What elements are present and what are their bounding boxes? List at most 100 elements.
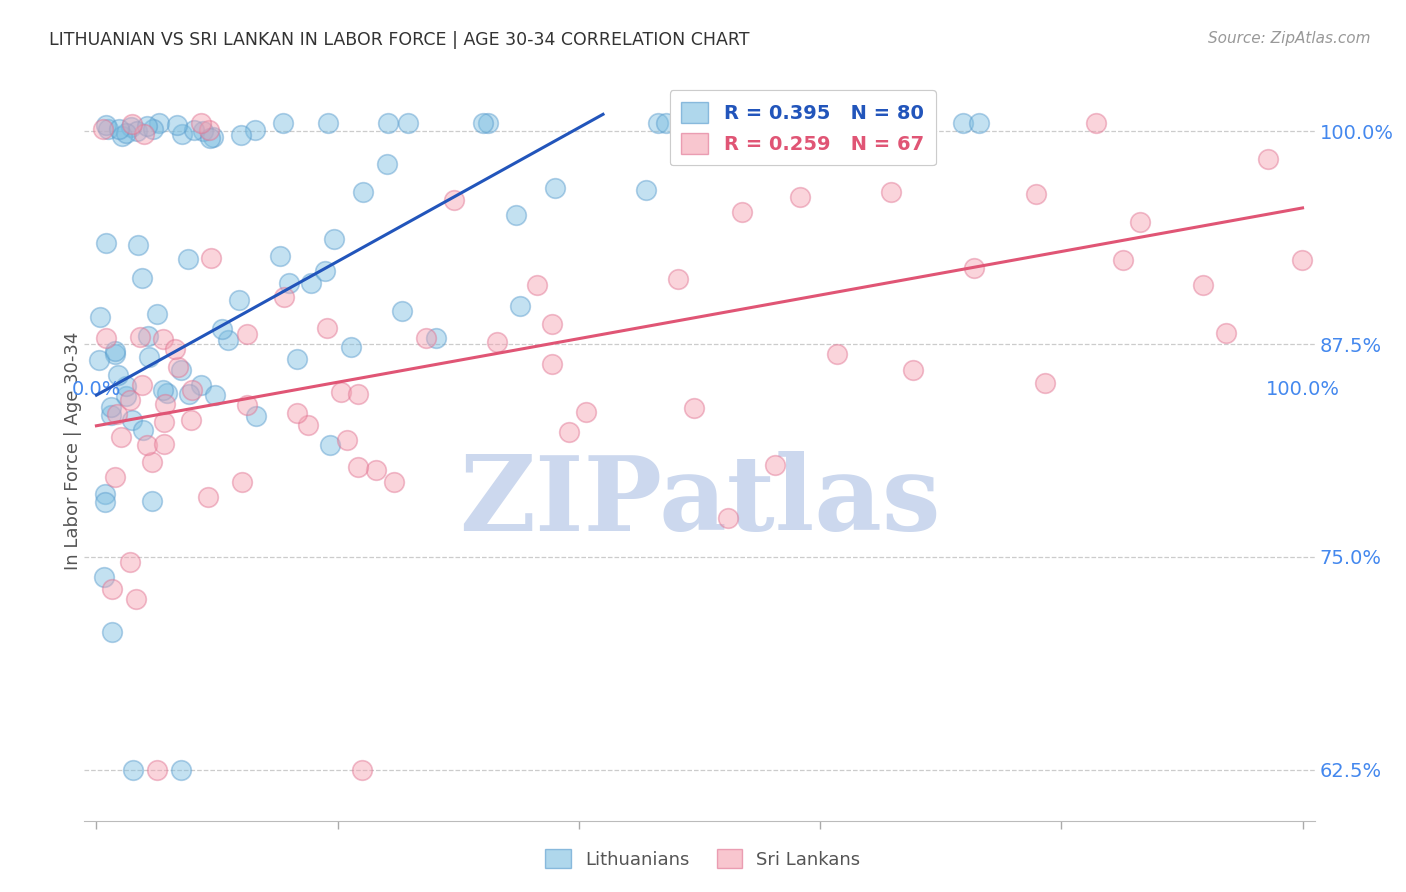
Point bbox=[243, 123, 266, 137]
Point bbox=[153, 397, 176, 411]
Point bbox=[526, 277, 548, 292]
Point bbox=[152, 332, 174, 346]
Point bbox=[347, 387, 370, 401]
Point bbox=[124, 591, 146, 606]
Point bbox=[299, 277, 322, 291]
Point bbox=[236, 326, 259, 341]
Point bbox=[228, 293, 250, 307]
Point bbox=[319, 438, 342, 452]
Text: LITHUANIAN VS SRI LANKAN IN LABOR FORCE | AGE 30-34 CORRELATION CHART: LITHUANIAN VS SRI LANKAN IN LABOR FORCE … bbox=[49, 31, 749, 49]
Point bbox=[204, 388, 226, 402]
Point bbox=[170, 763, 193, 777]
Point bbox=[1025, 186, 1047, 201]
Point bbox=[152, 415, 174, 429]
Point bbox=[789, 190, 811, 204]
Point bbox=[717, 510, 740, 524]
Point bbox=[198, 123, 221, 137]
Point bbox=[1035, 376, 1057, 390]
Point bbox=[1129, 215, 1152, 229]
Point bbox=[636, 183, 658, 197]
Point bbox=[134, 127, 156, 141]
Point bbox=[141, 494, 163, 508]
Point bbox=[366, 463, 388, 477]
Point bbox=[1112, 252, 1135, 267]
Point bbox=[730, 116, 752, 130]
Point bbox=[574, 405, 596, 419]
Point bbox=[169, 363, 191, 377]
Point bbox=[269, 249, 291, 263]
Point bbox=[120, 120, 142, 135]
Legend: Lithuanians, Sri Lankans: Lithuanians, Sri Lankans bbox=[538, 842, 868, 876]
Point bbox=[136, 120, 159, 134]
Point bbox=[170, 127, 193, 141]
Point bbox=[156, 385, 179, 400]
Text: 100.0%: 100.0% bbox=[1265, 380, 1340, 399]
Point bbox=[382, 475, 405, 490]
Point bbox=[200, 251, 222, 265]
Point bbox=[176, 252, 198, 266]
Point bbox=[107, 368, 129, 382]
Point bbox=[509, 299, 531, 313]
Point bbox=[104, 470, 127, 484]
Point bbox=[666, 272, 689, 286]
Point bbox=[336, 434, 359, 448]
Point bbox=[118, 393, 141, 408]
Point bbox=[121, 117, 143, 131]
Point bbox=[105, 408, 128, 422]
Point bbox=[217, 334, 239, 348]
Legend: R = 0.395   N = 80, R = 0.259   N = 67: R = 0.395 N = 80, R = 0.259 N = 67 bbox=[669, 90, 936, 165]
Point bbox=[901, 362, 924, 376]
Point bbox=[315, 320, 337, 334]
Point bbox=[146, 306, 169, 320]
Point bbox=[340, 340, 363, 354]
Point bbox=[377, 116, 399, 130]
Point bbox=[471, 116, 494, 130]
Point bbox=[131, 271, 153, 285]
Point bbox=[314, 264, 336, 278]
Point bbox=[285, 352, 308, 367]
Point bbox=[193, 124, 215, 138]
Point bbox=[97, 122, 120, 136]
Point bbox=[505, 209, 527, 223]
Point bbox=[131, 378, 153, 392]
Point bbox=[136, 328, 159, 343]
Point bbox=[200, 131, 222, 145]
Point bbox=[425, 331, 447, 345]
Point bbox=[136, 438, 159, 452]
Point bbox=[730, 204, 752, 219]
Point bbox=[127, 238, 149, 252]
Point bbox=[141, 455, 163, 469]
Point bbox=[967, 116, 990, 130]
Point bbox=[540, 357, 562, 371]
Point bbox=[153, 437, 176, 451]
Point bbox=[100, 408, 122, 422]
Point bbox=[1085, 116, 1108, 130]
Text: 0.0%: 0.0% bbox=[72, 380, 121, 399]
Point bbox=[165, 342, 187, 356]
Point bbox=[104, 344, 127, 359]
Point bbox=[145, 763, 167, 777]
Point bbox=[104, 347, 127, 361]
Point bbox=[118, 555, 141, 569]
Point bbox=[111, 128, 134, 143]
Point bbox=[1192, 278, 1215, 293]
Point bbox=[211, 321, 233, 335]
Point bbox=[190, 116, 212, 130]
Point bbox=[1215, 326, 1237, 340]
Point bbox=[763, 458, 786, 472]
Point bbox=[818, 116, 841, 130]
Point bbox=[1291, 252, 1313, 267]
Point bbox=[396, 116, 419, 130]
Point bbox=[271, 116, 294, 130]
Point bbox=[138, 350, 160, 364]
Text: ZIPatlas: ZIPatlas bbox=[458, 451, 941, 553]
Point bbox=[167, 360, 190, 375]
Point bbox=[963, 261, 986, 276]
Point bbox=[350, 763, 373, 777]
Point bbox=[273, 290, 295, 304]
Point bbox=[285, 407, 308, 421]
Point bbox=[415, 330, 437, 344]
Point bbox=[128, 330, 150, 344]
Point bbox=[236, 398, 259, 412]
Point bbox=[96, 236, 118, 251]
